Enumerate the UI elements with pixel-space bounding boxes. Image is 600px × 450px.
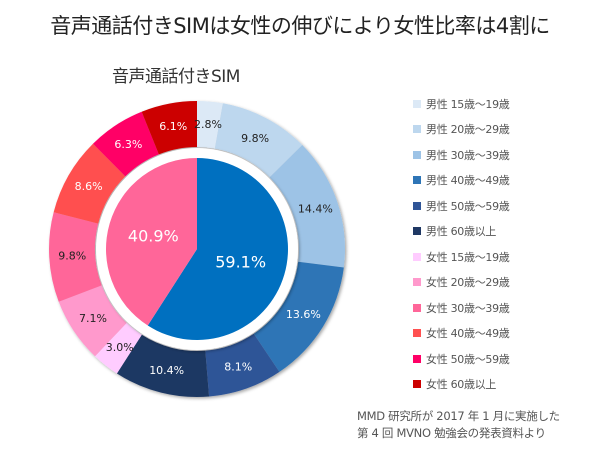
inner-pie: [105, 158, 288, 340]
legend-item: 女性 60歳以上: [413, 372, 510, 398]
outer-slice-label: 6.1%: [159, 120, 187, 133]
outer-slice-label: 2.8%: [194, 118, 222, 131]
outer-slice-label: 3.0%: [106, 341, 134, 354]
legend-item: 女性 30歳〜39歳: [413, 295, 510, 321]
outer-slice: [93, 111, 159, 177]
outer-slice-label: 6.3%: [114, 138, 142, 151]
legend-label: 女性 30歳〜39歳: [426, 301, 510, 315]
chart-title: 音声通話付きSIM: [112, 67, 240, 87]
outer-slice: [95, 322, 142, 374]
source-line-2: 第 4 回 MVNO 勉強会の発表資料より: [357, 426, 546, 440]
legend-item: 女性 40歳〜49歳: [413, 321, 510, 347]
legend-item: 男性 50歳〜59歳: [413, 193, 510, 219]
inner-slice: [105, 158, 197, 326]
legend-label: 女性 15歳〜19歳: [426, 250, 510, 264]
legend-item: 男性 15歳〜19歳: [413, 91, 510, 117]
outer-slice-label: 14.4%: [298, 202, 333, 215]
legend-swatch: [413, 150, 421, 159]
legend-swatch: [413, 125, 421, 134]
inner-slice-label: 40.9%: [128, 227, 179, 246]
legend-label: 男性 50歳〜59歳: [426, 199, 510, 213]
legend-swatch: [413, 303, 421, 312]
outer-slice-label: 7.1%: [79, 312, 107, 325]
legend-label: 女性 20歳〜29歳: [426, 276, 510, 290]
legend-label: 男性 60歳以上: [426, 225, 497, 239]
outer-slice: [253, 261, 344, 372]
outer-slice: [197, 101, 223, 149]
outer-slice-label: 13.6%: [286, 308, 321, 321]
outer-slice-label: 9.8%: [58, 250, 86, 263]
outer-slice: [205, 333, 280, 397]
slice-labels: 2.8% 9.8% 14.4% 13.6% 8.1% 10.4% 3.0% 7.1% 9.8% 8…: [58, 118, 333, 377]
legend-item: 女性 15歳〜19歳: [413, 244, 510, 270]
outer-slice-label: 9.8%: [241, 132, 269, 145]
outer-slice-label: 10.4%: [149, 364, 184, 377]
legend-item: 男性 20歳〜29歳: [413, 117, 510, 143]
legend-label: 女性 50歳〜59歳: [426, 352, 510, 366]
outer-ring: [48, 101, 345, 397]
legend-label: 女性 40歳〜49歳: [426, 327, 510, 341]
legend-swatch: [413, 99, 421, 108]
outer-slice: [116, 334, 210, 397]
outer-slice: [269, 145, 345, 268]
source-note: MMD 研究所が 2017 年 1 月に実施した 第 4 回 MVNO 勉強会の…: [357, 408, 560, 442]
outer-slice: [141, 101, 197, 155]
page-title: 音声通話付きSIMは女性の伸びにより女性比率は4割に: [50, 14, 550, 38]
legend-swatch: [413, 380, 421, 389]
inner-slice-label: 59.1%: [215, 252, 266, 271]
legend-item: 男性 60歳以上: [413, 219, 510, 245]
legend: 男性 15歳〜19歳 男性 20歳〜29歳 男性 30歳〜39歳 男性 40歳〜…: [413, 91, 510, 397]
legend-item: 女性 50歳〜59歳: [413, 346, 510, 372]
legend-swatch: [413, 329, 421, 338]
legend-label: 男性 20歳〜29歳: [426, 123, 510, 137]
outer-slice-label: 8.1%: [224, 361, 252, 374]
legend-label: 女性 60歳以上: [426, 378, 497, 392]
outer-slice: [53, 143, 126, 224]
legend-swatch: [413, 201, 421, 210]
outer-slice: [58, 285, 127, 357]
legend-item: 男性 40歳〜49歳: [413, 168, 510, 194]
outer-slice: [214, 103, 303, 178]
outer-slice: [48, 212, 102, 302]
legend-swatch: [413, 252, 421, 261]
legend-swatch: [413, 278, 421, 287]
legend-swatch: [413, 176, 421, 185]
legend-swatch: [413, 354, 421, 363]
legend-swatch: [413, 227, 421, 236]
source-line-1: MMD 研究所が 2017 年 1 月に実施した: [357, 409, 560, 423]
legend-label: 男性 15歳〜19歳: [426, 97, 510, 111]
outer-slice-label: 8.6%: [75, 180, 103, 193]
legend-item: 男性 30歳〜39歳: [413, 142, 510, 168]
legend-item: 女性 20歳〜29歳: [413, 270, 510, 296]
inner-slice: [147, 158, 288, 340]
legend-label: 男性 40歳〜49歳: [426, 174, 510, 188]
legend-label: 男性 30歳〜39歳: [426, 148, 510, 162]
